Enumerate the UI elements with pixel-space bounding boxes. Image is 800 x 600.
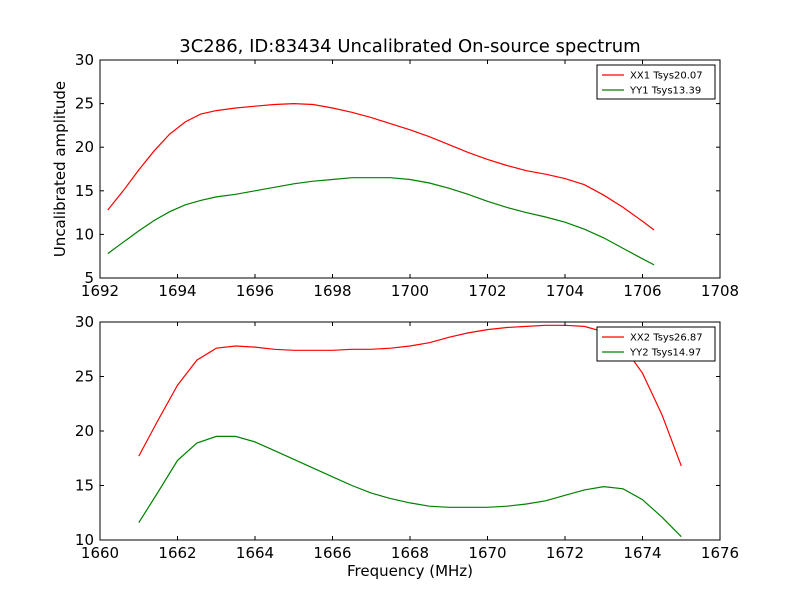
- y-axis-label: Uncalibrated amplitude: [51, 81, 69, 257]
- series-line-yy: [107, 177, 655, 266]
- y-tick-label: 25: [75, 95, 94, 113]
- legend-label: YY1 Tsys13.39: [629, 86, 701, 97]
- x-tick-label: 1700: [391, 282, 429, 300]
- legend-label: YY2 Tsys14.97: [629, 348, 701, 359]
- x-tick-label: 1676: [701, 544, 739, 562]
- y-tick-label: 25: [75, 368, 94, 386]
- legend-box: [596, 326, 716, 362]
- x-tick-label: 1674: [623, 544, 661, 562]
- y-tick-label: 15: [75, 477, 94, 495]
- x-tick-label: 1662: [158, 544, 196, 562]
- legend-label: XX2 Tsys26.87: [630, 333, 703, 344]
- legend-label: XX1 Tsys20.07: [630, 71, 703, 82]
- x-tick-label: 1668: [391, 544, 429, 562]
- x-tick-label: 1660: [81, 544, 119, 562]
- y-tick-label: 20: [75, 138, 94, 156]
- legend: XX2 Tsys26.87 YY2 Tsys14.97: [596, 326, 716, 362]
- x-tick-label: 1708: [701, 282, 739, 300]
- series-line-yy: [138, 435, 682, 538]
- x-tick-label: 1692: [81, 282, 119, 300]
- y-tick-label: 10: [75, 225, 94, 243]
- series-line-xx: [138, 324, 682, 467]
- y-tick-label: 30: [75, 51, 94, 69]
- y-tick-label: 15: [75, 182, 94, 200]
- x-axis-label: Frequency (MHz): [347, 562, 473, 580]
- y-tick-label: 5: [84, 269, 94, 287]
- x-tick-label: 1664: [236, 544, 274, 562]
- legend-box: [596, 64, 716, 100]
- x-tick-label: 1706: [623, 282, 661, 300]
- x-tick-label: 1698: [313, 282, 351, 300]
- y-tick-label: 30: [75, 313, 94, 331]
- x-tick-label: 1704: [546, 282, 584, 300]
- y-tick-label: 10: [75, 531, 94, 549]
- top-panel: 1692 1694 1696 1698 1700 1702 1704 1706 1708 5 10 1…: [51, 51, 739, 300]
- y-tick-label: 20: [75, 422, 94, 440]
- x-tick-label: 1702: [468, 282, 506, 300]
- legend: XX1 Tsys20.07 YY1 Tsys13.39: [596, 64, 716, 100]
- x-tick-label: 1694: [158, 282, 196, 300]
- chart-title: 3C286, ID:83434 Uncalibrated On-source s…: [179, 36, 640, 57]
- x-tick-label: 1696: [236, 282, 274, 300]
- series-line-xx: [107, 102, 655, 231]
- x-tick-label: 1670: [468, 544, 506, 562]
- bottom-panel: 1660 1662 1664 1666 1668 1670 1672 1674 1676 10 15…: [75, 313, 739, 562]
- x-tick-label: 1672: [546, 544, 584, 562]
- x-tick-label: 1666: [313, 544, 351, 562]
